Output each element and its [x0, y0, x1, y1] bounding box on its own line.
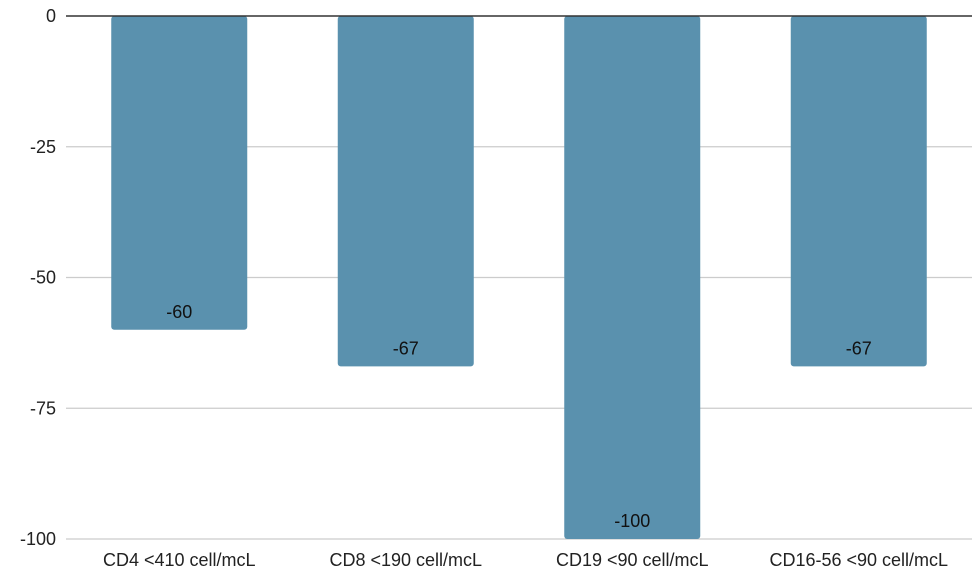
x-category-label: CD4 <410 cell/mcL [103, 550, 256, 570]
data-label: -67 [393, 338, 419, 358]
bar [564, 16, 701, 539]
y-tick-label: 0 [46, 6, 56, 26]
data-label: -100 [614, 511, 650, 531]
data-label: -60 [166, 302, 192, 322]
bars [111, 16, 927, 539]
y-tick-label: -100 [20, 529, 56, 549]
data-labels: -60 -67 -100 -67 [166, 302, 872, 531]
data-label: -67 [846, 338, 872, 358]
bar [337, 16, 474, 367]
bar [111, 16, 248, 330]
y-axis-ticks: 0 -25 -50 -75 -100 [20, 6, 56, 549]
x-category-label: CD19 <90 cell/mcL [556, 550, 709, 570]
x-axis-categories: CD4 <410 cell/mcL CD8 <190 cell/mcL CD19 <… [103, 550, 948, 570]
bar [790, 16, 927, 367]
x-category-label: CD8 <190 cell/mcL [329, 550, 482, 570]
y-tick-label: -50 [30, 268, 56, 288]
y-tick-label: -25 [30, 137, 56, 157]
x-category-label: CD16-56 <90 cell/mcL [769, 550, 948, 570]
y-tick-label: -75 [30, 398, 56, 418]
